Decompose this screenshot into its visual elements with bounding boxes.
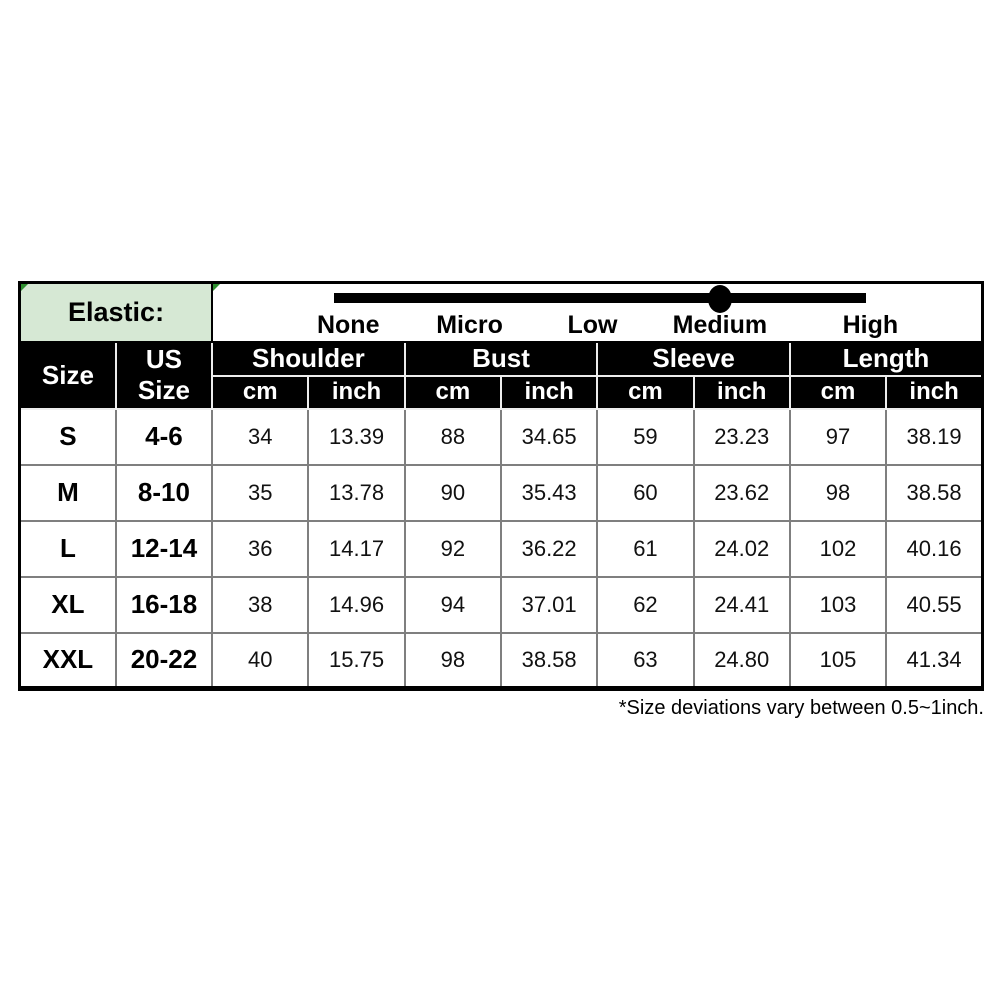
length-inch: 41.34 <box>885 631 984 690</box>
table-row-s: S 4-6 34 13.39 88 34.65 59 23.23 97 38.1… <box>18 407 984 466</box>
sleeve-inch: 24.41 <box>692 575 791 634</box>
slider-track <box>333 293 866 303</box>
sleeve-inch: 23.62 <box>692 463 791 522</box>
us-size-label: 8-10 <box>114 463 214 522</box>
length-inch: 38.58 <box>885 463 984 522</box>
slider-label-none: None <box>316 310 380 339</box>
unit-header-sleeve-inch: inch <box>692 374 791 410</box>
col-header-bust: Bust <box>403 340 599 377</box>
bust-cm: 98 <box>403 631 502 690</box>
cell-note-marker-icon <box>213 284 221 291</box>
size-label: M <box>18 463 117 522</box>
unit-header-shoulder-cm: cm <box>211 374 310 410</box>
elastic-slider-cell: None Micro Low Medium High <box>211 281 984 343</box>
unit-header-shoulder-inch: inch <box>307 374 406 410</box>
us-size-label: 20-22 <box>114 631 214 690</box>
shoulder-cm: 38 <box>211 575 310 634</box>
slider-label-high: High <box>842 310 899 339</box>
table-row-xxl: XXL 20-22 40 15.75 98 38.58 63 24.80 105… <box>18 631 984 690</box>
shoulder-cm: 35 <box>211 463 310 522</box>
col-header-shoulder: Shoulder <box>211 340 406 377</box>
sleeve-inch: 24.02 <box>692 519 791 578</box>
col-header-size: Size <box>18 340 117 410</box>
slider-handle-icon <box>707 285 732 313</box>
shoulder-cm: 40 <box>211 631 310 690</box>
length-cm: 105 <box>788 631 888 690</box>
size-label: XL <box>18 575 117 634</box>
us-size-label: 4-6 <box>114 407 214 466</box>
shoulder-inch: 14.96 <box>307 575 406 634</box>
size-label: XXL <box>18 631 117 690</box>
shoulder-inch: 15.75 <box>307 631 406 690</box>
bust-cm: 90 <box>403 463 502 522</box>
sleeve-cm: 62 <box>596 575 695 634</box>
length-cm: 98 <box>788 463 888 522</box>
footnote: *Size deviations vary between 0.5~1inch. <box>618 697 984 719</box>
length-cm: 102 <box>788 519 888 578</box>
elastic-label-cell: Elastic: <box>18 281 214 343</box>
unit-header-bust-inch: inch <box>499 374 599 410</box>
bust-inch: 36.22 <box>499 519 599 578</box>
length-cm: 97 <box>788 407 888 466</box>
sleeve-cm: 61 <box>596 519 695 578</box>
cell-note-marker-icon <box>21 284 28 291</box>
size-label: L <box>18 519 117 578</box>
col-header-length: Length <box>788 340 984 377</box>
bust-inch: 37.01 <box>499 575 599 634</box>
col-header-us-size: US Size <box>114 340 214 410</box>
sleeve-cm: 63 <box>596 631 695 690</box>
bust-inch: 38.58 <box>499 631 599 690</box>
shoulder-inch: 13.78 <box>307 463 406 522</box>
group-header-row: Size US Size Shoulder Bust Sleeve Length <box>18 340 984 410</box>
length-inch: 40.16 <box>885 519 984 578</box>
slider-label-medium: Medium <box>672 310 768 339</box>
sleeve-cm: 60 <box>596 463 695 522</box>
size-label: S <box>18 407 117 466</box>
us-size-label: 12-14 <box>114 519 214 578</box>
bust-inch: 35.43 <box>499 463 599 522</box>
table-row-m: M 8-10 35 13.78 90 35.43 60 23.62 98 38.… <box>18 463 984 522</box>
length-cm: 103 <box>788 575 888 634</box>
bust-inch: 34.65 <box>499 407 599 466</box>
slider-label-low: Low <box>567 310 618 339</box>
us-size-label: 16-18 <box>114 575 214 634</box>
col-header-sleeve: Sleeve <box>596 340 791 377</box>
shoulder-inch: 14.17 <box>307 519 406 578</box>
shoulder-cm: 34 <box>211 407 310 466</box>
unit-header-bust-cm: cm <box>403 374 502 410</box>
unit-header-sleeve-cm: cm <box>596 374 695 410</box>
unit-header-length-inch: inch <box>885 374 984 410</box>
elastic-row: Elastic: None Micro Low Medium High <box>18 281 984 343</box>
slider-label-micro: Micro <box>436 310 503 339</box>
length-inch: 40.55 <box>885 575 984 634</box>
sleeve-cm: 59 <box>596 407 695 466</box>
elastic-label: Elastic: <box>68 296 165 327</box>
sleeve-inch: 24.80 <box>692 631 791 690</box>
shoulder-cm: 36 <box>211 519 310 578</box>
bust-cm: 88 <box>403 407 502 466</box>
table-row-xl: XL 16-18 38 14.96 94 37.01 62 24.41 103 … <box>18 575 984 634</box>
bust-cm: 94 <box>403 575 502 634</box>
table-row-l: L 12-14 36 14.17 92 36.22 61 24.02 102 4… <box>18 519 984 578</box>
shoulder-inch: 13.39 <box>307 407 406 466</box>
col-header-us-size-label: US Size <box>137 343 190 405</box>
unit-header-length-cm: cm <box>788 374 888 410</box>
size-chart-table: Elastic: None Micro Low Medium High Size… <box>18 281 984 691</box>
length-inch: 38.19 <box>885 407 984 466</box>
unit-header-row: cm inch cm inch cm inch cm inch <box>20 374 984 410</box>
bust-cm: 92 <box>403 519 502 578</box>
sleeve-inch: 23.23 <box>692 407 791 466</box>
